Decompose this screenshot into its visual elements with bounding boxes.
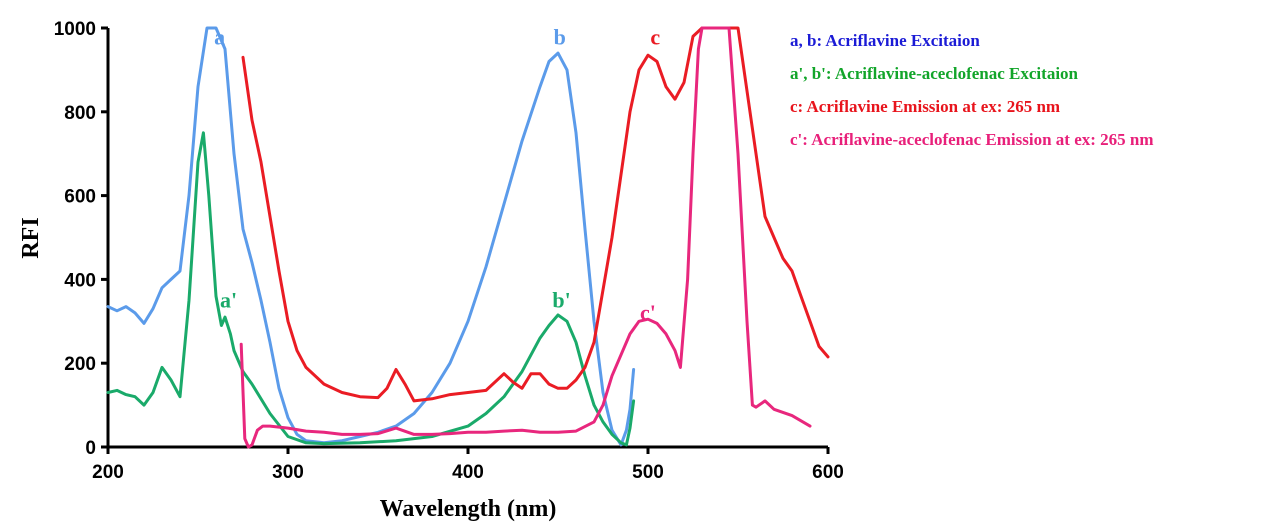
- series-curves: [106, 26, 830, 449]
- y-tick-label: 800: [64, 103, 96, 124]
- y-tick-label: 1000: [54, 19, 96, 40]
- y-tick-label: 600: [64, 187, 96, 208]
- curve-label: c: [650, 24, 660, 49]
- x-tick-label: 200: [92, 462, 124, 483]
- legend-entry: c': Acriflavine-aceclofenac Emission at …: [790, 130, 1154, 149]
- curve-label: a: [214, 24, 225, 49]
- y-tick-label: 400: [64, 270, 96, 291]
- x-tick-label: 500: [632, 462, 664, 483]
- x-tick-label: 600: [812, 462, 844, 483]
- curve-label: b': [552, 288, 570, 313]
- legend: a, b: Acriflavine Excitaion a', b': Acrif…: [790, 31, 1154, 149]
- curve-label: a': [220, 288, 237, 313]
- series-line-4: [239, 26, 812, 449]
- curve-label: c': [640, 300, 656, 325]
- axes: [106, 28, 828, 449]
- curve-label: b: [554, 24, 566, 49]
- curve-labels: a b c a' b' c': [214, 24, 660, 325]
- x-axis-ticks: 200 300 400 500 600: [92, 447, 844, 483]
- legend-entry: a', b': Acriflavine-aceclofenac Excitaio…: [790, 64, 1079, 83]
- x-tick-label: 400: [452, 462, 484, 483]
- y-tick-label: 0: [85, 438, 96, 459]
- y-axis-ticks: 0 200 400 600 800 1000: [54, 19, 108, 459]
- x-tick-label: 300: [272, 462, 304, 483]
- y-tick-label: 200: [64, 354, 96, 375]
- y-axis-title: RFI: [18, 217, 44, 258]
- legend-entry: a, b: Acriflavine Excitaion: [790, 31, 980, 50]
- series-line-3: [241, 26, 830, 403]
- series-line-1: [106, 26, 636, 447]
- legend-entry: c: Acriflavine Emission at ex: 265 nm: [790, 97, 1060, 116]
- x-axis-title: Wavelength (nm): [380, 496, 557, 522]
